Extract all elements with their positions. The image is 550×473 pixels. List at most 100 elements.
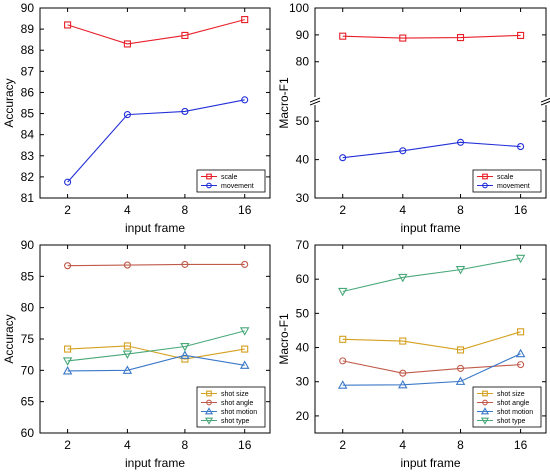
data-point — [180, 342, 190, 352]
y-tick-label: 90 — [21, 1, 35, 15]
data-point — [123, 261, 131, 269]
data-point — [339, 335, 347, 343]
x-tick-label: 8 — [457, 438, 464, 452]
legend-label: movement — [497, 183, 530, 190]
y-tick-label: 81 — [21, 191, 35, 205]
data-point — [64, 262, 72, 270]
legend-swatch-marker — [480, 417, 490, 425]
y-tick-label: 90 — [21, 238, 35, 252]
legend-swatch-marker — [206, 182, 212, 189]
x-axis-label: input frame — [400, 221, 460, 235]
y-tick-label: 89 — [21, 22, 35, 36]
data-point — [181, 260, 189, 268]
y-tick-label: 86 — [21, 85, 35, 99]
legend-swatch-marker — [482, 182, 488, 189]
axis-break-mark — [309, 100, 321, 106]
y-tick-label: 85 — [21, 269, 35, 283]
data-point — [339, 357, 347, 365]
legend-swatch-marker — [480, 407, 490, 415]
data-point — [398, 273, 408, 283]
data-point — [456, 364, 465, 372]
data-point — [62, 366, 73, 375]
data-point — [64, 345, 72, 353]
data-point — [180, 350, 190, 359]
legend-label: shot size — [497, 391, 525, 398]
axis-break-gap — [541, 97, 550, 106]
x-axis-label: input frame — [400, 456, 460, 470]
x-tick-label: 2 — [339, 203, 346, 217]
legend-swatch-marker — [204, 417, 214, 425]
legend-label: shot type — [497, 418, 526, 425]
data-point — [456, 346, 465, 354]
axis-break-gap — [310, 97, 320, 106]
y-tick-label: 40 — [296, 153, 310, 167]
data-point — [339, 32, 347, 40]
legend-label: shot angle — [221, 400, 253, 407]
series-line — [342, 331, 521, 351]
data-point — [517, 361, 525, 369]
legend-swatch-marker — [204, 407, 214, 415]
data-point — [456, 138, 465, 146]
data-point — [181, 31, 189, 39]
series-line — [342, 360, 521, 374]
legend-box — [196, 169, 266, 193]
y-tick-label: 60 — [296, 272, 310, 286]
y-axis-label: Macro-F1 — [277, 77, 291, 129]
legend-box — [472, 169, 542, 193]
series-line — [67, 354, 245, 372]
legend-label: shot size — [221, 391, 249, 398]
data-point — [241, 345, 249, 353]
x-axis-label: input frame — [125, 456, 185, 470]
x-tick-label: 4 — [124, 203, 131, 217]
y-axis-label: Accuracy — [2, 78, 16, 127]
y-tick-label: 50 — [296, 306, 310, 320]
axis-break-mark — [540, 100, 550, 106]
x-tick-label: 8 — [182, 203, 189, 217]
data-point — [399, 147, 407, 155]
series-line — [342, 257, 521, 293]
y-axis-label: Macro-F1 — [277, 313, 291, 365]
y-tick-label: 82 — [21, 170, 35, 184]
data-point — [339, 154, 347, 162]
y-tick-label: 88 — [21, 43, 35, 57]
y-tick-label: 20 — [296, 409, 310, 423]
data-point — [64, 21, 72, 29]
axis-break-mark — [540, 97, 550, 103]
y-tick-label: 30 — [296, 375, 310, 389]
x-tick-label: 2 — [64, 203, 71, 217]
x-tick-label: 2 — [64, 438, 71, 452]
data-point — [399, 337, 407, 345]
axis-break-mark — [309, 97, 321, 103]
series-line — [342, 353, 521, 386]
x-tick-label: 4 — [399, 203, 406, 217]
legend-swatch-marker — [206, 173, 212, 180]
data-point — [517, 328, 525, 336]
data-point — [123, 111, 131, 119]
data-point — [399, 369, 407, 377]
data-point — [181, 107, 189, 115]
legend-label: scale — [221, 174, 237, 181]
data-point — [337, 380, 348, 389]
x-tick-label: 4 — [399, 438, 406, 452]
legend-label: shot angle — [497, 400, 529, 407]
data-point — [239, 327, 250, 336]
data-point — [517, 143, 525, 151]
x-tick-label: 16 — [238, 438, 252, 452]
legend-label: scale — [497, 174, 513, 181]
y-tick-label: 75 — [21, 332, 35, 346]
data-point — [398, 379, 408, 389]
data-point — [455, 376, 466, 385]
y-tick-label: 40 — [296, 341, 310, 355]
y-tick-label: 80 — [21, 301, 35, 315]
y-tick-label: 87 — [21, 64, 35, 78]
x-tick-label: 2 — [339, 438, 346, 452]
series-line — [67, 263, 245, 267]
legend-label: shot type — [221, 418, 250, 425]
x-axis-label: input frame — [125, 221, 185, 235]
y-tick-label: 80 — [296, 55, 310, 69]
y-axis-label: Accuracy — [2, 314, 16, 363]
data-point — [122, 350, 133, 359]
data-point — [517, 31, 525, 39]
x-tick-label: 8 — [457, 203, 464, 217]
